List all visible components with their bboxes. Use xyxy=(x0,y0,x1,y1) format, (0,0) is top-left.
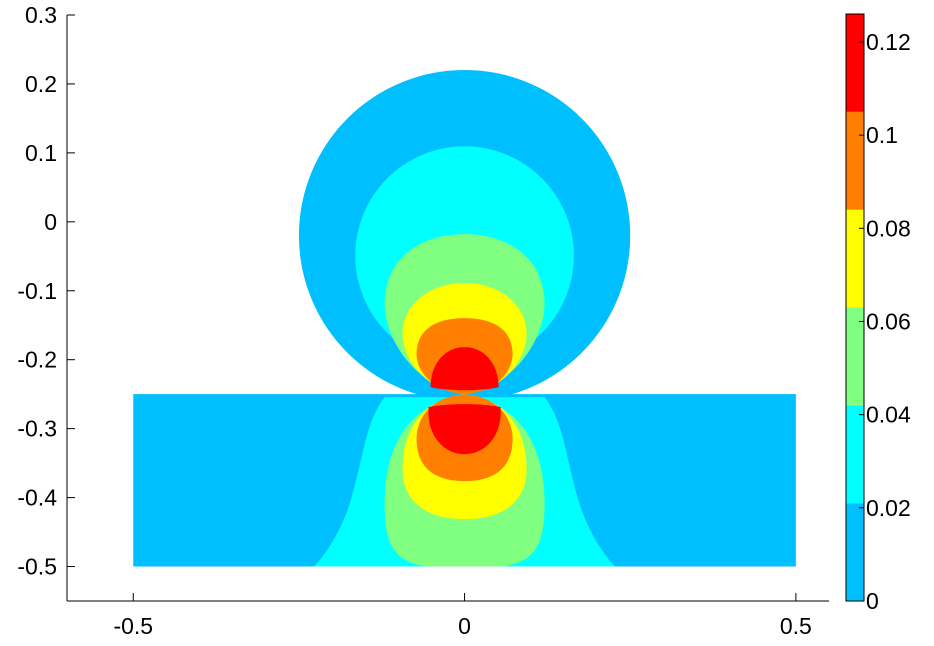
colorbar-segment-3 xyxy=(846,209,864,308)
colorbar-tick-label: 0.12 xyxy=(866,29,911,55)
y-tick-label: 0.1 xyxy=(25,140,57,166)
colorbar-tick-label: 0.1 xyxy=(866,122,898,148)
y-tick-label: -0.3 xyxy=(17,416,57,442)
colorbar-tick-label: 0 xyxy=(866,588,879,614)
y-tick-label: -0.1 xyxy=(17,278,57,304)
y-tick-label: -0.5 xyxy=(17,554,57,580)
plot-axes: -0.5 0 0.5 0.3 0.2 0.1 0 -0.1 -0.2 -0.3 -0.4 -0.5 xyxy=(17,2,829,639)
colorbar-tick-label: 0.06 xyxy=(866,308,911,334)
contour-band-5-upper xyxy=(430,347,499,391)
colorbar-segment-5 xyxy=(846,14,864,112)
x-tick-label: -0.5 xyxy=(113,613,153,639)
x-tick-label: 0.5 xyxy=(780,613,812,639)
contour-band-5-lower xyxy=(428,404,501,455)
colorbar-tick-label: 0.04 xyxy=(866,402,911,428)
colorbar-tick-label: 0.08 xyxy=(866,215,911,241)
colorbar-tick-label: 0.02 xyxy=(866,495,911,521)
y-tick-label: 0 xyxy=(44,209,57,235)
y-tick-label: 0.3 xyxy=(25,2,57,28)
colorbar: 0 0.02 0.04 0.06 0.08 0.1 0.12 xyxy=(845,13,911,614)
y-tick-label: 0.2 xyxy=(25,71,57,97)
colorbar-segment-2 xyxy=(846,307,864,406)
colorbar-frame xyxy=(845,13,865,602)
y-tick-label: -0.4 xyxy=(17,485,57,511)
colorbar-segment-4 xyxy=(846,111,864,210)
colorbar-segment-0 xyxy=(846,503,864,601)
x-tick-label: 0 xyxy=(458,613,471,639)
colorbar-segment-1 xyxy=(846,405,864,504)
y-tick-label: -0.2 xyxy=(17,347,57,373)
